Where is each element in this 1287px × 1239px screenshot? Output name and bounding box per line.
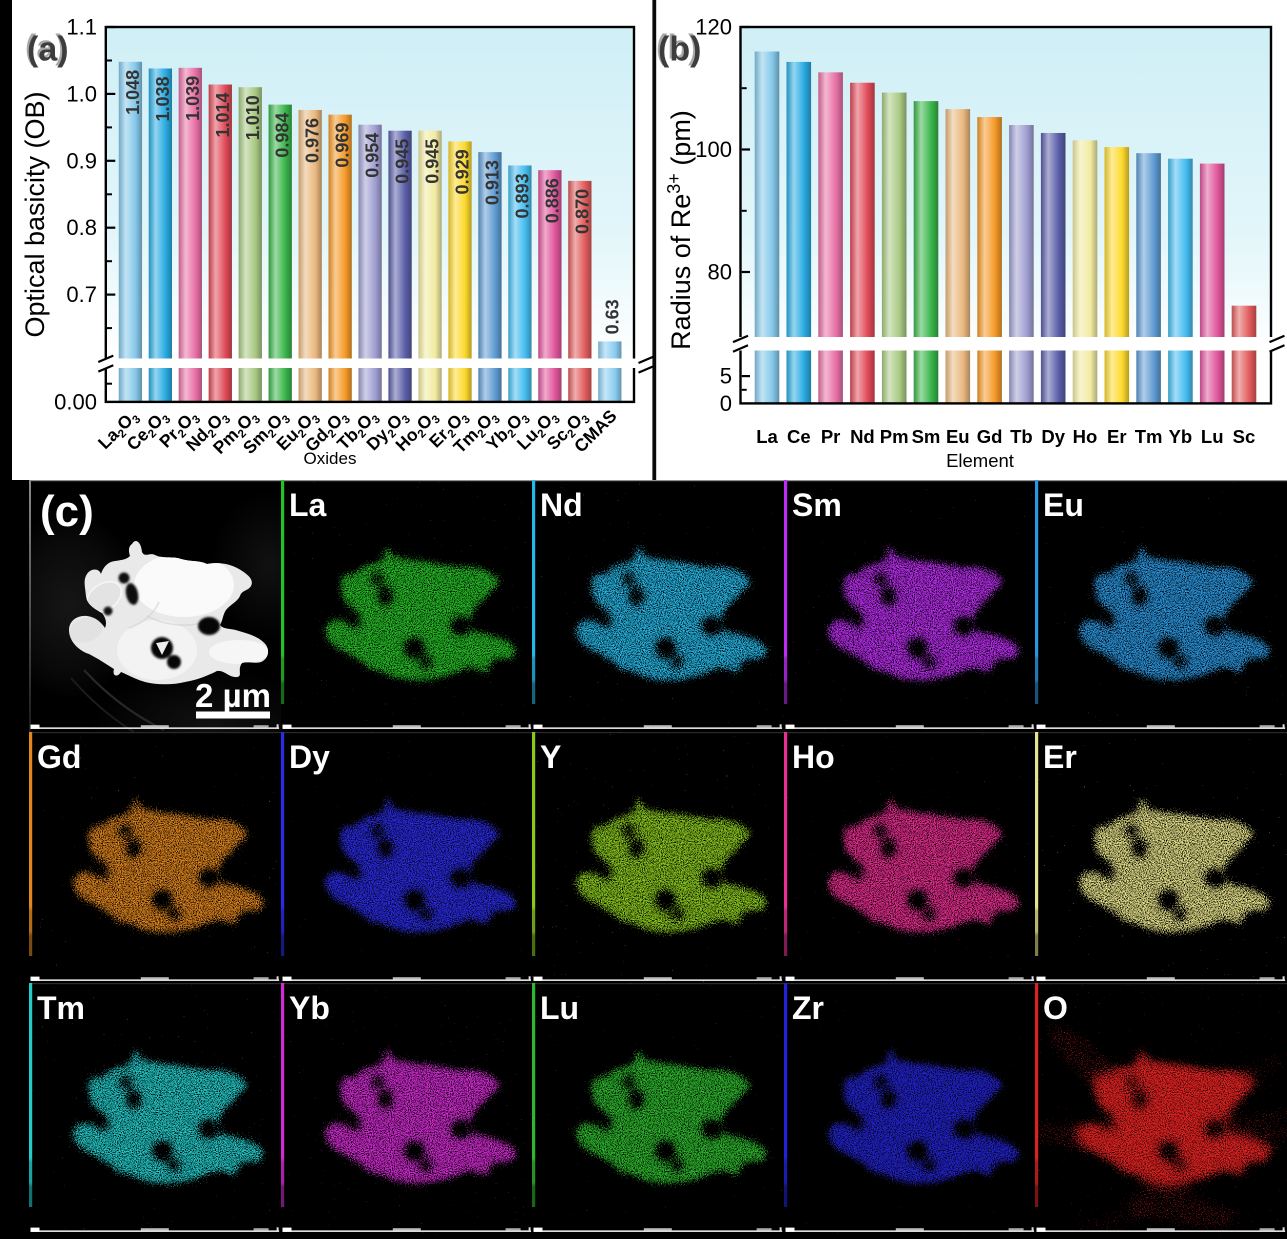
svg-text:0.945: 0.945: [393, 139, 413, 184]
svg-text:Optical basicity (OB): Optical basicity (OB): [20, 91, 50, 337]
svg-text:0: 0: [720, 391, 732, 416]
svg-text:100: 100: [695, 137, 732, 162]
svg-text:Sc: Sc: [1233, 426, 1256, 447]
svg-text:0.954: 0.954: [363, 133, 383, 178]
svg-text:Zr: Zr: [792, 990, 824, 1026]
svg-text:Yb: Yb: [289, 990, 330, 1026]
svg-text:(a): (a): [25, 29, 67, 67]
svg-text:0.969: 0.969: [333, 123, 353, 168]
svg-text:1.038: 1.038: [153, 77, 173, 122]
svg-text:Nd: Nd: [850, 426, 875, 447]
svg-text:1.014: 1.014: [213, 93, 233, 138]
svg-text:0.63: 0.63: [602, 299, 622, 334]
svg-text:Gd: Gd: [37, 739, 81, 775]
svg-text:Gd: Gd: [977, 426, 1003, 447]
svg-text:Pr: Pr: [821, 426, 841, 447]
svg-text:Dy: Dy: [1041, 426, 1065, 447]
svg-text:Er: Er: [1043, 739, 1077, 775]
svg-text:Ce: Ce: [787, 426, 811, 447]
svg-text:Pm: Pm: [880, 426, 909, 447]
svg-text:120: 120: [695, 15, 732, 40]
svg-text:Yb: Yb: [1169, 426, 1193, 447]
svg-text:0.8: 0.8: [66, 215, 97, 240]
svg-text:80: 80: [708, 260, 732, 285]
svg-text:0.913: 0.913: [482, 160, 502, 205]
svg-text:Tm: Tm: [1135, 426, 1163, 447]
svg-text:2 µm: 2 µm: [195, 677, 271, 714]
svg-text:Nd: Nd: [540, 487, 583, 523]
svg-text:Lu: Lu: [540, 990, 579, 1026]
svg-text:1.048: 1.048: [123, 70, 143, 115]
svg-text:Ho: Ho: [792, 739, 835, 775]
svg-text:(b): (b): [656, 29, 699, 67]
svg-text:0.945: 0.945: [423, 139, 443, 184]
svg-text:0.9: 0.9: [66, 148, 97, 173]
svg-text:0.984: 0.984: [273, 113, 293, 158]
svg-text:1.0: 1.0: [66, 81, 97, 106]
svg-text:0.7: 0.7: [66, 282, 97, 307]
svg-text:La: La: [289, 487, 327, 523]
svg-text:Sm: Sm: [792, 487, 842, 523]
svg-text:1.1: 1.1: [66, 15, 97, 40]
svg-text:1.010: 1.010: [243, 95, 263, 140]
svg-text:0.929: 0.929: [453, 149, 473, 194]
svg-text:Eu: Eu: [1043, 487, 1084, 523]
svg-text:(a): (a): [27, 31, 69, 69]
svg-text:Er: Er: [1107, 426, 1127, 447]
svg-text:Y: Y: [540, 739, 561, 775]
svg-text:(b): (b): [658, 31, 701, 69]
svg-text:Tb: Tb: [1010, 426, 1033, 447]
svg-text:La: La: [756, 426, 778, 447]
svg-text:Lu: Lu: [1201, 426, 1224, 447]
svg-text:(c): (c): [40, 487, 94, 536]
svg-text:1.039: 1.039: [183, 76, 203, 121]
svg-text:0.886: 0.886: [542, 178, 562, 223]
svg-text:Dy: Dy: [289, 739, 330, 775]
svg-text:Element: Element: [946, 450, 1014, 471]
svg-text:Sm: Sm: [912, 426, 941, 447]
svg-text:Radius of Re3+ (pm): Radius of Re3+ (pm): [664, 110, 696, 350]
svg-text:0.976: 0.976: [303, 118, 323, 163]
svg-text:0.00: 0.00: [54, 389, 97, 414]
svg-text:5: 5: [720, 364, 732, 389]
svg-text:O: O: [1043, 990, 1068, 1026]
svg-text:0.870: 0.870: [572, 189, 592, 234]
svg-text:Tm: Tm: [37, 990, 85, 1026]
svg-text:Ho: Ho: [1073, 426, 1098, 447]
svg-text:Eu: Eu: [946, 426, 970, 447]
svg-text:0.893: 0.893: [512, 174, 532, 219]
svg-text:Oxides: Oxides: [304, 449, 357, 468]
